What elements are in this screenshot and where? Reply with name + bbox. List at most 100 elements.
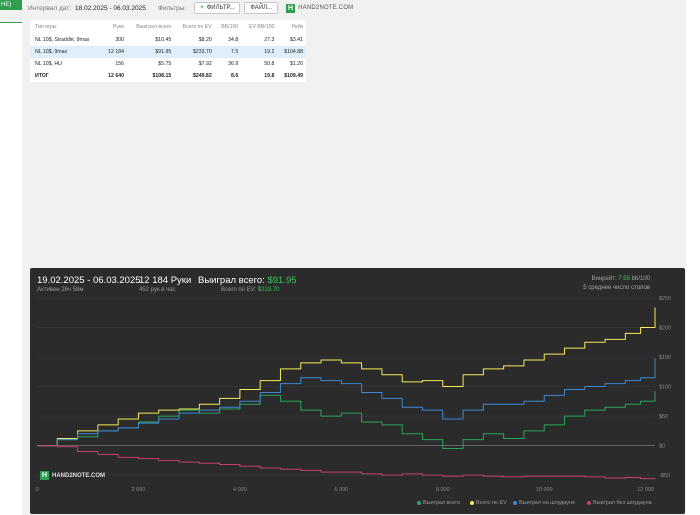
- y-tick-label: $200: [659, 326, 671, 332]
- legend-item-showdown[interactable]: Выиграл на шоудауне: [513, 500, 575, 506]
- cell-hands: 12 640: [108, 73, 124, 79]
- x-tick-label: 8 000: [436, 487, 450, 493]
- toolbar: Интервал дат: 18.02.2025 - 06.03.2025 Фи…: [28, 1, 353, 15]
- graph-hands: 12 184 Руки: [139, 275, 192, 286]
- cell-rake: $104.88: [277, 46, 306, 58]
- col-bb100[interactable]: BB/100: [221, 24, 239, 30]
- add-filter-button[interactable]: + ФИЛЬТР...: [194, 2, 241, 14]
- winrate-unit: bb/100: [631, 276, 650, 282]
- y-tick-label: $150: [659, 355, 671, 361]
- add-filter-label: ФИЛЬТР...: [206, 5, 235, 11]
- legend-item-won[interactable]: Выиграл всего: [417, 500, 460, 506]
- x-tick-label: 6 000: [334, 487, 348, 493]
- logo-text: HAND2NOTE.COM: [298, 5, 354, 11]
- x-tick-label: 10 000: [536, 487, 553, 493]
- legend-dot-icon: [417, 500, 421, 505]
- won-total-label: Выиграл всего:: [198, 275, 265, 286]
- cell-ev-bb100: 50.8: [264, 61, 275, 67]
- series-line-1: [37, 307, 656, 447]
- cell-rake: $3.41: [290, 37, 303, 43]
- y-tick-label: $100: [659, 385, 671, 391]
- graph-won-total: Выиграл всего: $91.95: [198, 275, 297, 286]
- series-line-2: [37, 358, 656, 447]
- series-line-3: [37, 445, 656, 480]
- graph-ev-total: Всего по EV: $233.70: [221, 287, 279, 293]
- cell-rake: $1.20: [290, 61, 303, 67]
- cell-won: $91.95: [126, 46, 175, 58]
- cell-ev: $249.82: [192, 73, 212, 79]
- cell-ev: $8.20: [198, 37, 212, 43]
- date-range-picker[interactable]: 18.02.2025 - 06.03.2025: [75, 4, 146, 12]
- legend-item-ev[interactable]: Всего по EV: [470, 500, 507, 506]
- stats-table: Тип игры Руки Выиграл всего Всего по EV …: [30, 20, 306, 82]
- graph-legend: Выиграл всего Всего по EV Выиграл на шоу…: [30, 500, 685, 510]
- cell-hands: 12 184: [101, 46, 127, 58]
- left-panel: [0, 23, 22, 515]
- graph-winrate: Винрейт: 7.55 bb/100: [592, 276, 651, 282]
- graph-logo: H HAND2NOTE.COM: [40, 471, 105, 480]
- table-row-selected[interactable]: NL 10$, 9max 12 184 $91.95 $233.70 7.5 1…: [30, 46, 306, 58]
- cell-game: NL 10$, HU: [35, 61, 62, 67]
- winrate-label: Винрейт:: [591, 276, 617, 282]
- ev-total-value: $233.70: [257, 287, 280, 293]
- legend-dot-icon: [587, 500, 591, 505]
- left-accent-line: [0, 22, 22, 23]
- cell-bb100: 8.6: [231, 73, 239, 79]
- x-tick-label: 4 000: [233, 487, 247, 493]
- x-tick-label: 2 000: [132, 487, 146, 493]
- window-tab[interactable]: HE): [0, 0, 22, 10]
- cell-game: NL 10$, Straddle, 9max: [35, 37, 90, 43]
- series-line-0: [37, 391, 656, 450]
- cell-rake: $109.49: [284, 73, 303, 79]
- cell-ev-bb100: 27.3: [264, 37, 275, 43]
- hand2note-logo: H HAND2NOTE.COM: [286, 3, 354, 13]
- date-interval-label: Интервал дат:: [28, 4, 72, 12]
- cell-game: ИТОГ: [35, 73, 49, 79]
- cell-ev-bb100: 19.8: [264, 73, 275, 79]
- cell-ev-bb100: 19.2: [241, 46, 278, 58]
- col-rake[interactable]: Рейк: [291, 24, 303, 30]
- graph-avg-tables: 5 среднее число столов: [583, 285, 650, 291]
- col-hands[interactable]: Руки: [112, 24, 124, 30]
- table-row[interactable]: NL 10$, Straddle, 9max 300 $10.45 $8.20 …: [30, 34, 306, 46]
- won-total-value: $91.95: [267, 275, 297, 286]
- legend-label: Выиграл без шоудауна: [593, 500, 652, 506]
- cell-won: $5.75: [158, 61, 172, 67]
- col-game-type[interactable]: Тип игры: [35, 24, 57, 30]
- y-tick-label: $250: [659, 296, 671, 302]
- x-tick-label: 0: [35, 487, 38, 493]
- y-tick-label: $0: [659, 444, 665, 450]
- files-button[interactable]: ФАЙЛ...: [244, 2, 279, 14]
- graph-hands-per-hour: 452 рук в час: [139, 287, 176, 293]
- y-tick-label: -$50: [659, 473, 670, 479]
- col-ev[interactable]: Всего по EV: [182, 24, 212, 30]
- winrate-value: 7.55: [618, 276, 630, 282]
- cell-hands: 300: [115, 37, 124, 43]
- y-tick-label: $50: [659, 414, 668, 420]
- legend-label: Всего по EV: [476, 500, 507, 506]
- hand2note-logo-icon: H: [40, 471, 49, 480]
- cell-bb100: 7.5: [214, 46, 242, 58]
- files-label: ФАЙЛ...: [250, 5, 273, 11]
- table-row[interactable]: NL 10$, HU 156 $5.75 $7.92 36.9 50.8 $1.…: [30, 58, 306, 70]
- right-panel: [686, 0, 700, 515]
- graph-logo-text: HAND2NOTE.COM: [52, 472, 106, 479]
- cell-ev: $233.70: [174, 46, 215, 58]
- results-graph: -$50 $0 $50 $100 $150 $200 $250 0 2 000 4 000 6 00…: [35, 296, 671, 493]
- cell-ev: $7.92: [198, 61, 212, 67]
- legend-dot-icon: [470, 500, 474, 505]
- legend-item-no-showdown[interactable]: Выиграл без шоудауна: [587, 500, 652, 506]
- graph-active-time: Активен 26ч 58м: [37, 287, 84, 293]
- cell-won: $10.45: [155, 37, 172, 43]
- cell-game: NL 10$, 9max: [30, 46, 102, 58]
- filters-label: Фильтры:: [157, 4, 187, 12]
- col-ev-bb100[interactable]: EV BB/100: [249, 24, 275, 30]
- table-header-row: Тип игры Руки Выиграл всего Всего по EV …: [30, 20, 306, 34]
- graph-date-range: 19.02.2025 - 06.03.2025: [37, 275, 141, 286]
- col-won[interactable]: Выиграл всего: [136, 24, 172, 30]
- x-tick-label: 12 000: [637, 487, 654, 493]
- ev-total-label: Всего по EV:: [221, 287, 257, 293]
- cell-won: $108.15: [152, 73, 172, 79]
- legend-label: Выиграл всего: [423, 500, 461, 506]
- cell-bb100: 34.8: [228, 37, 239, 43]
